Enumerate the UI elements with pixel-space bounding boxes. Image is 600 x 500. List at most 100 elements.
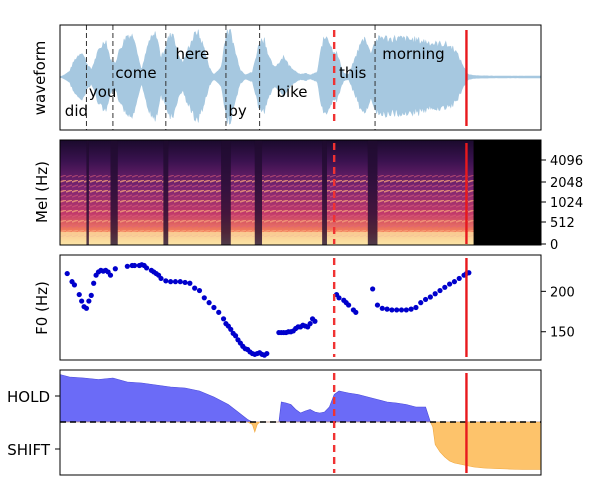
spectrogram-tick-label: 0 (550, 238, 558, 253)
f0-point (201, 295, 207, 301)
word-label: did (65, 102, 88, 120)
f0-point (216, 309, 222, 315)
f0-point (307, 321, 313, 327)
f0-point (447, 281, 453, 287)
unvoiced-gap (254, 140, 263, 245)
word-label: by (228, 102, 247, 120)
f0-point (408, 306, 414, 312)
word-label: you (89, 83, 117, 101)
f0-point (220, 316, 227, 322)
unvoiced-gap (86, 140, 89, 245)
f0-point (91, 280, 97, 286)
harmonic-stripes (262, 175, 323, 237)
spectrogram-tick-label: 1024 (550, 196, 583, 211)
hold-tick-label: HOLD (7, 388, 50, 406)
f0-point (370, 286, 376, 292)
harmonic-stripes (377, 175, 474, 237)
spectrogram-tick-label: 2048 (550, 176, 583, 191)
f0-point (437, 287, 443, 294)
f0-point (131, 262, 138, 269)
f0-point (451, 279, 458, 285)
f0-point (353, 309, 359, 315)
f0-point (427, 294, 433, 300)
pitch-tick-label: 200 (550, 285, 575, 300)
f0-point (76, 291, 82, 298)
spectrogram-plot (60, 140, 541, 245)
spectrogram-markers (332, 143, 468, 244)
f0-point (143, 265, 150, 271)
f0-point (172, 279, 179, 285)
f0-point (232, 333, 239, 339)
harmonic-stripes (117, 175, 164, 237)
f0-point (398, 307, 405, 313)
pitch-markers (332, 258, 468, 357)
spectrogram-y-ticks: 0 512 1024 2048 4096 (541, 154, 583, 253)
unvoiced-gap (163, 140, 169, 245)
f0-point (413, 304, 419, 311)
waveform-markers (332, 30, 468, 126)
f0-point (211, 304, 217, 311)
f0-point (71, 282, 78, 288)
f0-point (163, 278, 169, 284)
low-band-energy (230, 232, 255, 244)
f0-point (158, 275, 164, 282)
unvoiced-gap (322, 140, 327, 245)
word-label: this (339, 64, 367, 82)
f0-point (418, 300, 424, 306)
low-band-energy (168, 232, 222, 244)
f0-point (168, 279, 174, 285)
f0-point (456, 275, 462, 282)
word-label: bike (276, 83, 307, 101)
f0-point (264, 350, 270, 357)
waveform-plot (60, 28, 541, 125)
f0-point (379, 305, 385, 311)
f0-point (79, 298, 85, 304)
turn-taking-markers (332, 373, 468, 473)
harmonic-stripes (88, 175, 111, 237)
f0-point (187, 280, 193, 286)
f0-point (346, 302, 352, 308)
f0-point (112, 266, 118, 272)
f0-point (182, 279, 188, 286)
pitch-tick-label: 150 (550, 326, 575, 341)
spectrogram-tick-label: 512 (550, 216, 575, 231)
harmonic-stripes (230, 175, 255, 237)
pitch-points (64, 262, 472, 358)
f0-point (228, 326, 234, 332)
word-label: morning (382, 45, 444, 63)
low-band-energy (326, 232, 368, 244)
f0-point (107, 272, 114, 278)
f0-point (312, 318, 318, 324)
pitch-ylabel: F0 (Hz) (33, 281, 51, 335)
low-band-energy (88, 232, 111, 244)
pitch-y-ticks: 150 200 (541, 285, 575, 341)
f0-point (403, 307, 409, 313)
f0-point (192, 285, 198, 291)
f0-point (196, 287, 203, 294)
low-band-energy (262, 232, 323, 244)
turn-taking-panel: HOLD SHIFT (7, 369, 542, 476)
f0-point (384, 306, 390, 312)
f0-point (83, 305, 90, 311)
f0-point (374, 302, 381, 308)
f0-point (422, 296, 429, 303)
spectrogram-ylabel: Mel (Hz) (33, 161, 51, 223)
f0-point (336, 295, 342, 301)
unvoiced-gap (367, 140, 378, 245)
silence-region (473, 140, 541, 245)
unvoiced-gap (110, 140, 118, 245)
waveform-ylabel: waveform (31, 41, 49, 116)
shift-tick-label: SHIFT (7, 441, 51, 459)
f0-point (432, 291, 438, 297)
unvoiced-gap (221, 140, 231, 245)
turn-taking-y-ticks: HOLD SHIFT (7, 388, 60, 459)
spectrogram-panel: 0 512 1024 2048 4096 Mel (Hz) (33, 139, 583, 253)
spectrogram-tick-label: 4096 (550, 154, 583, 169)
pitch-panel: 150 200 F0 (Hz) (33, 254, 575, 361)
low-band-energy (117, 232, 164, 244)
f0-point (177, 279, 183, 285)
f0-point (442, 284, 448, 290)
low-band-energy (377, 232, 474, 244)
harmonic-stripes (168, 175, 222, 237)
